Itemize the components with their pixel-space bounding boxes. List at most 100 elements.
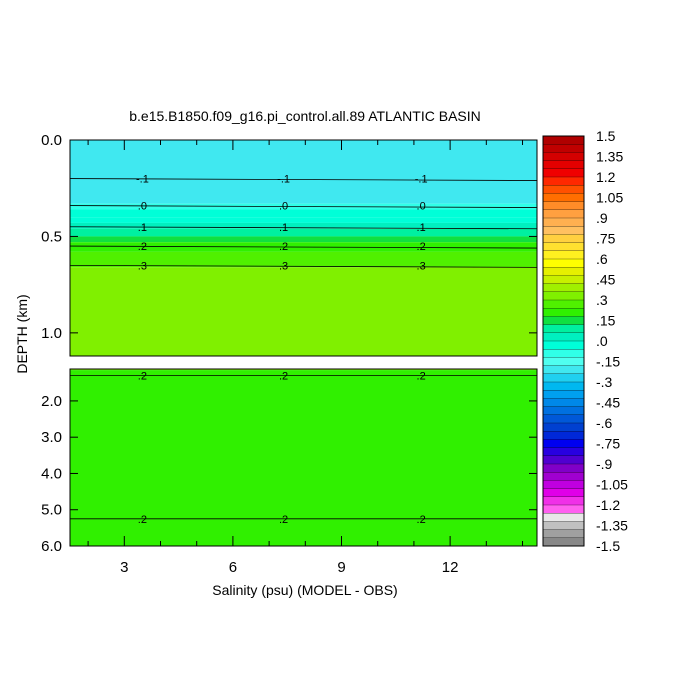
contour-band	[70, 209, 537, 218]
y-tick-label: 0.0	[41, 132, 62, 149]
contour-label: .0	[279, 201, 288, 213]
panel-frame	[69, 368, 538, 547]
colorbar-segment	[542, 340, 585, 350]
colorbar-segment	[542, 504, 585, 514]
x-tick-label: 3	[120, 559, 128, 576]
colorbar-segment	[542, 234, 585, 244]
colorbar-segment	[542, 529, 585, 539]
y-tick-label: 5.0	[41, 502, 62, 519]
contour-band	[70, 370, 537, 546]
colorbar-segment	[542, 152, 585, 162]
contour-label: -.1	[136, 174, 149, 186]
y-tick-label: 2.0	[41, 393, 62, 410]
contour-band	[70, 222, 537, 229]
contour-line	[69, 226, 538, 230]
colorbar-segment	[542, 406, 585, 416]
contour-label: .1	[279, 222, 288, 234]
colorbar-segment	[542, 381, 585, 391]
x-tick-label: 12	[442, 559, 459, 576]
colorbar-label: .75	[596, 231, 616, 247]
colorbar-segment	[542, 217, 585, 227]
colorbar-label: -1.35	[596, 518, 628, 534]
colorbar-label: -.9	[596, 456, 613, 472]
colorbar-segment	[542, 422, 585, 432]
colorbar-segment	[542, 414, 585, 424]
contour-band	[70, 251, 537, 268]
y-tick-label: 6.0	[41, 538, 62, 555]
contour-label: .2	[417, 371, 426, 383]
colorbar-segment	[542, 267, 585, 276]
colorbar-segment	[542, 209, 585, 219]
colorbar-label: -.45	[596, 395, 620, 411]
colorbar-segment	[542, 349, 585, 358]
colorbar-label: .3	[596, 292, 608, 308]
panel-frame	[69, 139, 538, 357]
y-tick-label: 0.5	[41, 228, 62, 245]
colorbar-label: 1.2	[596, 169, 616, 185]
colorbar-label: -1.05	[596, 477, 628, 493]
contour-line	[69, 178, 538, 181]
colorbar-segment	[542, 201, 585, 211]
colorbar-segment	[542, 373, 585, 383]
contour-line	[69, 264, 538, 268]
contour-label: .2	[138, 514, 147, 526]
x-tick-label: 9	[337, 559, 345, 576]
upper-panel: -.1 -.1 -.1 .0 .0 .0 .1 .1 .1 .2 .2 .2 .3 .3 .3 0.0 0.5 1…	[41, 132, 538, 357]
colorbar-segment	[542, 439, 585, 449]
contour-label: .1	[138, 222, 147, 234]
colorbar-segment	[542, 144, 585, 153]
y-tick-label: 4.0	[41, 465, 62, 482]
colorbar-label: .6	[596, 251, 608, 267]
colorbar-label: 1.35	[596, 149, 623, 165]
colorbar: 1.5 1.35 1.2 1.05 .9 .75 .6 .45 .3 .15 .0 -.15 -.3 -.…	[542, 128, 628, 554]
colorbar-segment	[542, 455, 585, 465]
contour-label: .1	[417, 222, 426, 234]
colorbar-segment	[542, 332, 585, 342]
contour-label: .3	[138, 260, 147, 272]
contour-band	[70, 217, 537, 223]
colorbar-label: -.75	[596, 436, 620, 452]
contour-label: .3	[417, 260, 426, 272]
colorbar-segment	[542, 365, 585, 375]
colorbar-segment	[542, 176, 585, 186]
y-axis-label: DEPTH (km)	[14, 294, 30, 373]
colorbar-label: .0	[596, 333, 608, 349]
contour-band	[70, 236, 537, 243]
x-tick-label: 6	[229, 559, 237, 576]
contour-label: .0	[417, 201, 426, 213]
colorbar-segment	[542, 168, 585, 178]
chart-title: b.e15.B1850.f09_g16.pi_control.all.89 AT…	[129, 108, 481, 124]
colorbar-segment	[542, 447, 585, 457]
contour-band	[70, 140, 537, 204]
colorbar-segment	[542, 160, 585, 170]
contour-label: .2	[138, 241, 147, 253]
colorbar-segment	[542, 480, 585, 490]
y-tick-label: 3.0	[41, 429, 62, 446]
colorbar-segment	[542, 390, 585, 399]
colorbar-label: -.15	[596, 354, 620, 370]
colorbar-segment	[542, 242, 585, 252]
colorbar-label: -1.2	[596, 497, 620, 513]
colorbar-label: -.3	[596, 374, 613, 390]
contour-band	[70, 228, 537, 237]
colorbar-segment	[542, 521, 585, 531]
contour-label: .2	[417, 241, 426, 253]
contour-line	[69, 245, 538, 249]
y-tick-label: 1.0	[41, 325, 62, 342]
colorbar-segment	[542, 291, 585, 301]
colorbar-segment	[542, 324, 585, 334]
colorbar-segment	[542, 308, 585, 317]
contour-label: .3	[279, 260, 288, 272]
contour-label: .2	[417, 514, 426, 526]
colorbar-segment	[542, 258, 585, 268]
contour-label: -.1	[277, 174, 290, 186]
contour-label: .2	[279, 371, 288, 383]
colorbar-label: .9	[596, 210, 608, 226]
colorbar-segment	[542, 472, 585, 481]
colorbar-label: 1.05	[596, 190, 623, 206]
contour-label: .2	[279, 514, 288, 526]
colorbar-segment	[542, 463, 585, 473]
contour-label: -.1	[415, 174, 428, 186]
colorbar-segment	[542, 193, 585, 203]
